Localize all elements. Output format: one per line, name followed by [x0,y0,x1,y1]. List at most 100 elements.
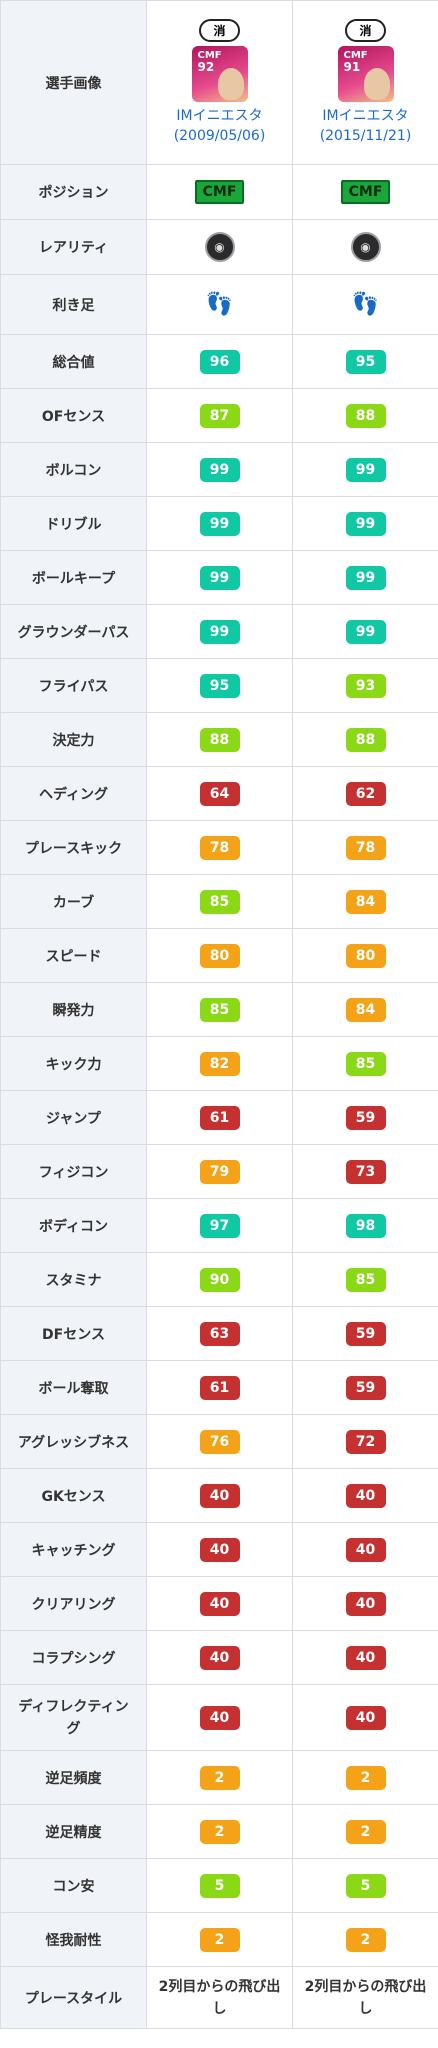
stat-value-badge: 85 [345,1267,386,1292]
row-label: スピード [0,928,147,983]
stat-row: 瞬発力 85 84 [0,982,438,1037]
stat-value-badge: 97 [199,1213,240,1238]
stat-value-badge: 80 [199,943,240,968]
rarity-icon: ◉ [350,232,381,262]
row-label: ボールキープ [0,550,147,605]
stat-value-badge: 2 [199,1765,240,1790]
stat-value-badge: 88 [199,727,240,752]
delete-badge[interactable]: 消 [199,19,240,42]
row-label: クリアリング [0,1576,147,1631]
row-label: 瞬発力 [0,982,147,1037]
row-label: カーブ [0,874,147,929]
stat-row: キャッチング 40 40 [0,1522,438,1577]
row-label: ジャンプ [0,1090,147,1145]
stat-row: OFセンス 87 88 [0,388,438,443]
stat-value-badge: 72 [345,1429,386,1454]
delete-badge[interactable]: 消 [345,19,386,42]
stat-value-badge: 40 [199,1645,240,1670]
row-label: 選手画像 [0,0,147,165]
row-label: キック力 [0,1036,147,1091]
stat-row: ドリブル 99 99 [0,496,438,551]
row-label: DFセンス [0,1306,147,1361]
foot-row: 利き足 👣 👣 [0,274,438,335]
card-position: CMF [343,50,368,61]
header-row: 選手画像 消 CMF 92 IMイニエスタ(2009/05/06) 消 CMF … [0,0,438,165]
stat-value-badge: 99 [345,457,386,482]
stat-row: コン安 5 5 [0,1858,438,1913]
stat-value-badge: 79 [199,1159,240,1184]
row-label: コン安 [0,1858,147,1913]
stat-value-badge: 99 [199,457,240,482]
stat-row: グラウンダーパス 99 99 [0,604,438,659]
stat-value-badge: 84 [345,997,386,1022]
stat-value-badge: 88 [345,403,386,428]
row-label: キャッチング [0,1522,147,1577]
stat-value-badge: 87 [199,403,240,428]
player-name-link[interactable]: IMイニエスタ(2009/05/06) [173,108,266,144]
stat-value-badge: 64 [199,781,240,806]
stat-value-badge: 82 [199,1051,240,1076]
stat-row: スピード 80 80 [0,928,438,983]
row-label: 総合値 [0,334,147,389]
row-label: ポジション [0,164,147,220]
row-label: GKセンス [0,1468,147,1523]
player-cell-1: 消 CMF 92 IMイニエスタ(2009/05/06) [146,0,293,165]
row-label: フライパス [0,658,147,713]
position-badge: CMF [340,180,391,204]
rarity-icon: ◉ [204,232,235,262]
stat-value-badge: 99 [345,619,386,644]
stat-value-badge: 5 [345,1873,386,1898]
stat-value-badge: 85 [199,889,240,914]
stat-row: プレースキック 78 78 [0,820,438,875]
stat-row: フィジコン 79 73 [0,1144,438,1199]
stat-value-badge: 93 [345,673,386,698]
stat-value-badge: 2 [199,1819,240,1844]
stat-value-badge: 99 [345,511,386,536]
stat-value-badge: 40 [199,1591,240,1616]
stat-value-badge: 99 [199,565,240,590]
feet-icon: 👣 [205,292,234,317]
row-label: OFセンス [0,388,147,443]
stat-value-badge: 95 [345,349,386,374]
row-label: スタミナ [0,1252,147,1307]
player-face [217,68,244,100]
stat-value-badge: 78 [199,835,240,860]
stat-value-badge: 59 [345,1105,386,1130]
stat-row: ヘディング 64 62 [0,766,438,821]
stat-value-badge: 2 [345,1819,386,1844]
stat-value-badge: 76 [199,1429,240,1454]
stat-value-badge: 78 [345,835,386,860]
stat-value-badge: 98 [345,1213,386,1238]
row-label: アグレッシブネス [0,1414,147,1469]
row-label: 逆足精度 [0,1804,147,1859]
stat-value-badge: 40 [345,1591,386,1616]
stat-value-badge: 63 [199,1321,240,1346]
playstyle-value: 2列目からの飛び出し [292,1966,438,2029]
stat-row: キック力 82 85 [0,1036,438,1091]
stat-value-badge: 40 [199,1483,240,1508]
stat-row: 逆足頻度 2 2 [0,1750,438,1805]
row-label: プレースキック [0,820,147,875]
stat-row: ボルコン 99 99 [0,442,438,497]
stat-value-badge: 2 [345,1927,386,1952]
stat-row: 怪我耐性 2 2 [0,1912,438,1967]
card-rating: 91 [343,60,361,74]
row-label: グラウンダーパス [0,604,147,659]
stat-row: カーブ 85 84 [0,874,438,929]
stat-value-badge: 85 [199,997,240,1022]
player-card-image[interactable]: CMF 91 [337,46,394,102]
stat-value-badge: 99 [345,565,386,590]
playstyle-value: 2列目からの飛び出し [146,1966,293,2029]
stat-value-badge: 80 [345,943,386,968]
row-label: ディフレクティング [0,1684,147,1751]
stat-row: フライパス 95 93 [0,658,438,713]
stat-value-badge: 40 [199,1537,240,1562]
stat-value-badge: 59 [345,1375,386,1400]
position-row: ポジション CMF CMF [0,164,438,220]
player-card-image[interactable]: CMF 92 [191,46,248,102]
player-cell-2: 消 CMF 91 IMイニエスタ(2015/11/21) [292,0,438,165]
stat-row: スタミナ 90 85 [0,1252,438,1307]
player-name-link[interactable]: IMイニエスタ(2015/11/21) [319,108,412,144]
row-label: ボルコン [0,442,147,497]
row-label: ボール奪取 [0,1360,147,1415]
